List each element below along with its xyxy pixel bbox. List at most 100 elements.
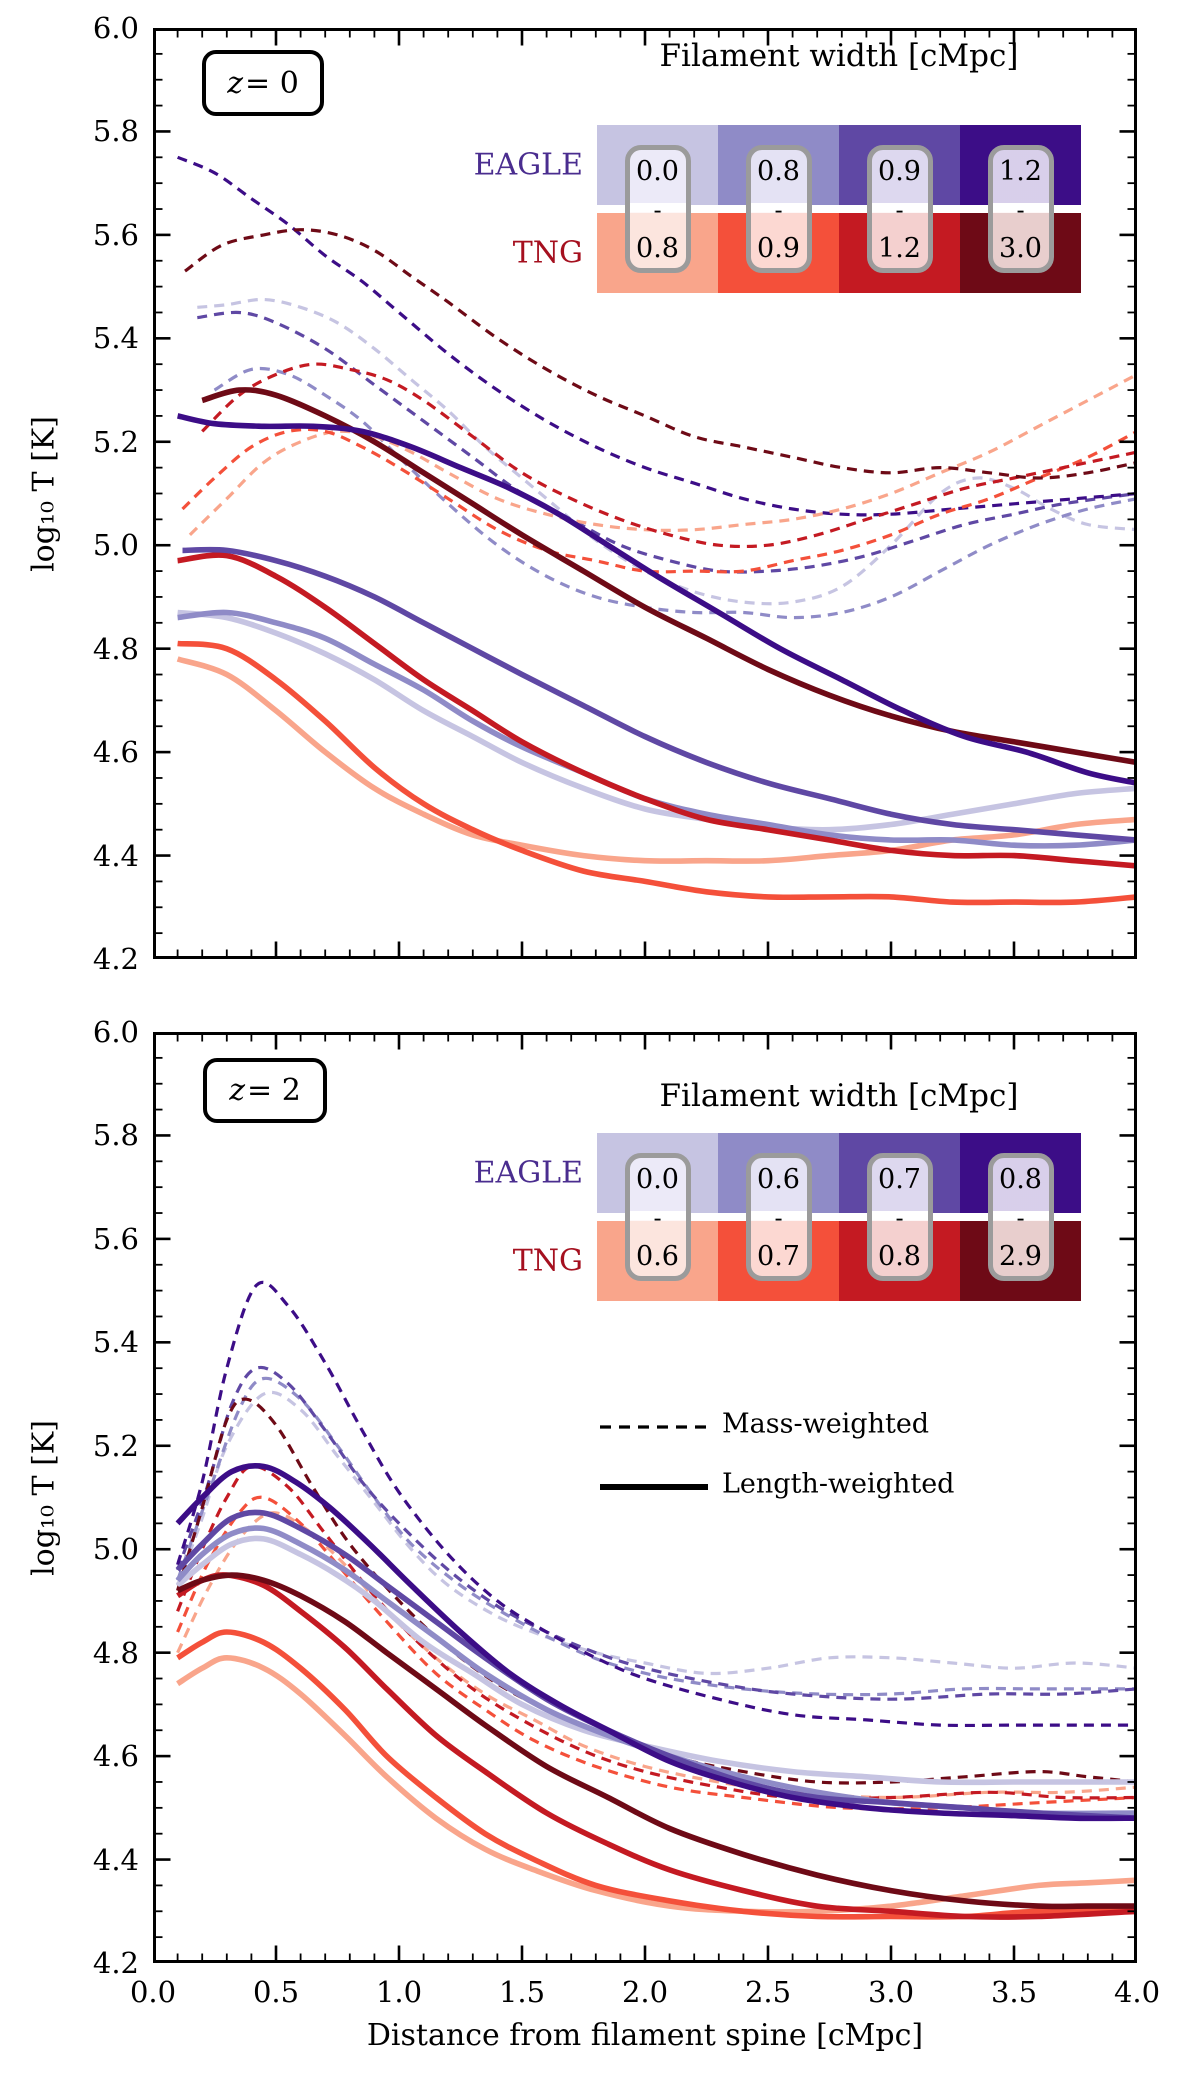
legend-row-label-eagle: EAGLE (473, 147, 583, 183)
legend-bin-pill-3: 0.7 - 0.8 (866, 1153, 933, 1281)
plot-area-z0 (153, 28, 1137, 959)
eagle-mass-weighted-0.0-0.8-line (197, 297, 1137, 606)
bin-dash: - (895, 1203, 904, 1232)
bin-dash: - (1016, 195, 1025, 224)
bin-upper-value: 0.9 (878, 156, 921, 187)
y-tick-label: 4.2 (92, 942, 139, 976)
tng-mass-weighted-1.2-3.0-line (184, 228, 1137, 480)
tng-length-weighted-0.9-1.2-line (177, 552, 1137, 869)
bin-upper-value: 0.7 (878, 1164, 921, 1195)
x-tick-label: 4.0 (1113, 1975, 1161, 2009)
eagle-length-weighted-0.8-2.9-line (175, 1463, 1137, 1822)
legend-bin-pill-1: 0.0 - 0.8 (624, 145, 691, 273)
dashed-legend-label: Mass-weighted (722, 1408, 930, 1440)
eagle-mass-weighted-1.2-3.0-line (176, 155, 1137, 517)
tng-mass-weighted-0.6-0.7-line (176, 1495, 1137, 1811)
y-tick-label: 5.0 (92, 528, 139, 563)
y-tick-label: 4.4 (92, 1842, 139, 1877)
tng-length-weighted-0.7-0.8-line (176, 1572, 1137, 1920)
eagle-mass-weighted-0.7-0.8-line (176, 1365, 1137, 1701)
y-tick-label: 5.2 (92, 424, 139, 459)
legend-title: Filament width [cMpc] (659, 38, 1019, 74)
bin-dash: - (895, 195, 904, 224)
eagle-mass-weighted-0.9-1.2-line (197, 310, 1137, 574)
y-tick-label: 4.4 (92, 838, 139, 873)
y-tick-label: 6.0 (92, 1015, 139, 1049)
bin-lower-value: 0.8 (636, 232, 679, 264)
bin-dash: - (653, 1203, 662, 1232)
bin-upper-value: 0.8 (999, 1164, 1042, 1195)
panel-badge-z2: z = 2 (203, 1058, 327, 1123)
bin-lower-value: 1.2 (878, 232, 921, 264)
x-tick-label: 2.0 (621, 1975, 669, 2009)
tng-mass-weighted-0.8-2.9-line (176, 1397, 1137, 1785)
bin-dash: - (774, 1203, 783, 1232)
eagle-mass-weighted-0.0-0.6-line (176, 1390, 1137, 1676)
eagle-length-weighted-1.2-3.0-line (176, 413, 1137, 786)
bin-lower-value: 2.9 (999, 1240, 1042, 1272)
eagle-mass-weighted-0.8-2.9-line (176, 1280, 1137, 1728)
solid-legend-label: Length-weighted (722, 1468, 955, 1500)
y-tick-label: 4.6 (92, 735, 139, 770)
y-tick-label: 4.2 (92, 1946, 139, 1980)
panel-badge-z0: z = 0 (202, 50, 324, 116)
bin-upper-value: 0.0 (636, 156, 679, 187)
y-tick-label: 5.6 (92, 217, 139, 252)
x-axis-label: Distance from filament spine [cMpc] (366, 2018, 924, 2053)
y-tick-label: 5.8 (92, 1118, 139, 1153)
eagle-length-weighted-0.0-0.8-line (177, 609, 1137, 833)
y-tick-label: 5.4 (92, 321, 139, 356)
y-tick-label: 4.8 (92, 1635, 139, 1670)
plot-frame (153, 28, 1137, 959)
bin-lower-value: 0.8 (878, 1240, 921, 1272)
tng-length-weighted-0.8-2.9-line (176, 1572, 1137, 1910)
y-tick-label: 5.0 (92, 1532, 139, 1567)
y-tick-label: 4.8 (92, 631, 139, 666)
x-tick-label: 0.0 (129, 1975, 177, 2009)
legend-title: Filament width [cMpc] (659, 1078, 1019, 1114)
bin-lower-value: 0.7 (757, 1240, 800, 1272)
legend-row-label-tng: TNG (512, 1243, 583, 1279)
bin-upper-value: 0.0 (636, 1164, 679, 1195)
tng-length-weighted-0.8-0.9-line (177, 640, 1137, 906)
legend-bin-pill-2: 0.6 - 0.7 (745, 1153, 812, 1281)
eagle-length-weighted-0.9-1.2-line (182, 546, 1137, 843)
plot-frame (153, 1032, 1137, 1963)
bin-dash: - (653, 195, 662, 224)
x-tick-label: 3.5 (990, 1975, 1038, 2009)
eagle-length-weighted-0.0-0.6-line (175, 1535, 1137, 1786)
legend-bin-pill-4: 1.2 - 3.0 (987, 145, 1054, 273)
bin-dash: - (774, 195, 783, 224)
legend-row-label-tng: TNG (512, 235, 583, 271)
dashed-line-sample (600, 1425, 708, 1429)
y-tick-label: 5.4 (92, 1325, 139, 1360)
legend-bin-pill-2: 0.8 - 0.9 (745, 145, 812, 273)
eagle-mass-weighted-0.6-0.7-line (176, 1376, 1137, 1697)
bin-upper-value: 0.8 (757, 156, 800, 187)
legend-bin-pill-1: 0.0 - 0.6 (624, 1153, 691, 1281)
bin-lower-value: 0.9 (757, 232, 800, 264)
x-tick-label: 1.0 (375, 1975, 423, 2009)
x-tick-label: 2.5 (744, 1975, 792, 2009)
legend-bin-pill-4: 0.8 - 2.9 (987, 1153, 1054, 1281)
line-sample-wrap (600, 1478, 708, 1490)
line-sample-wrap (600, 1418, 708, 1430)
y-tick-label: 5.6 (92, 1221, 139, 1256)
solid-line-sample (600, 1484, 708, 1490)
tng-mass-weighted-0.9-1.2-line (201, 362, 1137, 549)
legend-row-label-eagle: EAGLE (473, 1155, 583, 1191)
bin-lower-value: 3.0 (999, 232, 1042, 264)
y-tick-label: 6.0 (92, 11, 139, 45)
plot-area-z2 (153, 1032, 1137, 1963)
y-axis-label: log₁₀ T [K] (26, 1419, 62, 1576)
y-tick-label: 5.8 (92, 114, 139, 149)
y-tick-label: 4.6 (92, 1739, 139, 1774)
tng-mass-weighted-0.0-0.8-line (188, 373, 1137, 537)
bin-dash: - (1016, 1203, 1025, 1232)
tng-mass-weighted-0.8-0.9-line (181, 427, 1137, 574)
legend-bin-pill-3: 0.9 - 1.2 (866, 145, 933, 273)
x-tick-label: 1.5 (498, 1975, 546, 2009)
